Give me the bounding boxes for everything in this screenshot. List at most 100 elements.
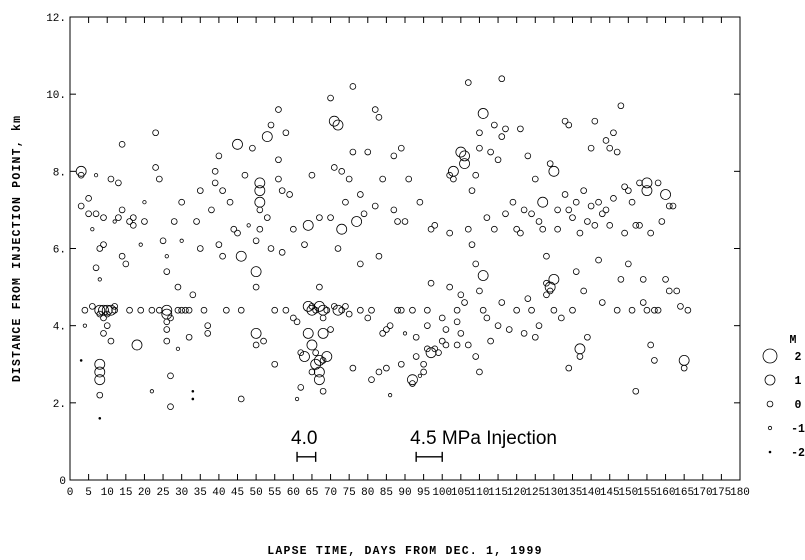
event-point	[491, 225, 498, 233]
event-point	[319, 357, 327, 364]
event-point	[349, 364, 357, 372]
event-point	[156, 306, 163, 314]
event-point	[446, 171, 453, 179]
event-point	[505, 326, 513, 333]
event-point	[334, 245, 342, 252]
event-point	[558, 314, 565, 322]
event-point	[610, 129, 617, 137]
event-point	[442, 341, 450, 349]
event-point	[293, 318, 301, 326]
event-point	[159, 237, 167, 245]
event-point	[591, 222, 599, 229]
event-point	[299, 351, 310, 362]
x-tick-label: 55	[268, 487, 281, 499]
event-point	[639, 276, 647, 283]
event-point	[271, 360, 279, 368]
event-point	[175, 346, 181, 351]
x-tick-label: 60	[287, 487, 300, 499]
event-point	[275, 175, 282, 183]
event-point	[665, 202, 673, 210]
event-point	[636, 222, 643, 229]
event-point	[254, 196, 266, 208]
event-point	[317, 327, 329, 339]
event-point	[457, 291, 465, 299]
legend-label: -1	[791, 423, 805, 436]
x-tick-label: 95	[417, 487, 430, 499]
event-point	[267, 121, 275, 129]
event-point	[468, 241, 476, 248]
x-tick-label: 140	[581, 487, 601, 499]
event-point	[103, 322, 111, 329]
event-point	[141, 218, 148, 225]
event-point	[364, 148, 372, 156]
x-tick-label: 120	[507, 487, 527, 499]
event-point	[464, 341, 472, 349]
event-point	[167, 314, 174, 322]
event-point	[163, 326, 171, 333]
event-point	[397, 360, 405, 368]
event-point	[138, 242, 143, 247]
x-tick-label: 170	[693, 487, 713, 499]
event-point	[476, 287, 483, 295]
x-tick-label: 30	[175, 487, 188, 499]
x-tick-label: 115	[488, 487, 508, 499]
x-tick-label: 45	[231, 487, 244, 499]
event-point	[407, 374, 418, 386]
event-point	[316, 283, 323, 291]
event-point	[96, 310, 104, 318]
event-point	[390, 206, 398, 214]
event-point	[677, 303, 684, 310]
event-point	[602, 137, 610, 144]
event-point	[122, 260, 130, 268]
event-point	[226, 198, 234, 206]
event-point	[149, 389, 154, 394]
event-point	[200, 306, 208, 314]
event-point	[402, 331, 408, 336]
event-point	[520, 330, 528, 337]
event-point	[256, 225, 264, 233]
event-point	[595, 256, 602, 264]
event-point	[647, 341, 654, 349]
event-point	[342, 303, 349, 310]
event-point	[548, 165, 560, 177]
event-point	[312, 349, 319, 356]
event-point	[565, 364, 573, 372]
event-point	[316, 214, 323, 221]
event-point	[472, 260, 480, 268]
event-point	[379, 330, 386, 337]
event-point	[96, 245, 104, 252]
event-point	[621, 229, 628, 237]
event-point	[598, 299, 606, 306]
event-point	[494, 156, 502, 164]
event-point	[275, 156, 282, 164]
event-point	[569, 306, 576, 314]
event-point	[349, 148, 357, 156]
event-point	[544, 281, 556, 293]
event-point	[297, 384, 305, 391]
event-point	[96, 391, 104, 399]
x-tick-label: 35	[194, 487, 207, 499]
event-point	[684, 306, 692, 314]
event-point	[397, 144, 405, 152]
event-point	[249, 144, 256, 152]
event-point	[137, 306, 145, 314]
event-point	[351, 216, 363, 227]
event-point	[477, 270, 489, 281]
event-point	[617, 102, 625, 110]
event-point	[94, 304, 106, 316]
event-point	[235, 250, 247, 262]
event-point	[643, 306, 651, 314]
event-point	[174, 306, 182, 314]
plot-frame	[69, 16, 741, 481]
event-point	[442, 326, 450, 333]
event-point	[669, 202, 677, 210]
event-point	[431, 222, 439, 229]
event-point	[152, 129, 159, 137]
event-point	[75, 165, 87, 177]
event-point	[90, 227, 95, 232]
event-point	[332, 304, 344, 316]
event-point	[651, 306, 658, 314]
event-point	[424, 322, 431, 329]
event-point	[561, 117, 569, 125]
event-point	[196, 187, 204, 194]
